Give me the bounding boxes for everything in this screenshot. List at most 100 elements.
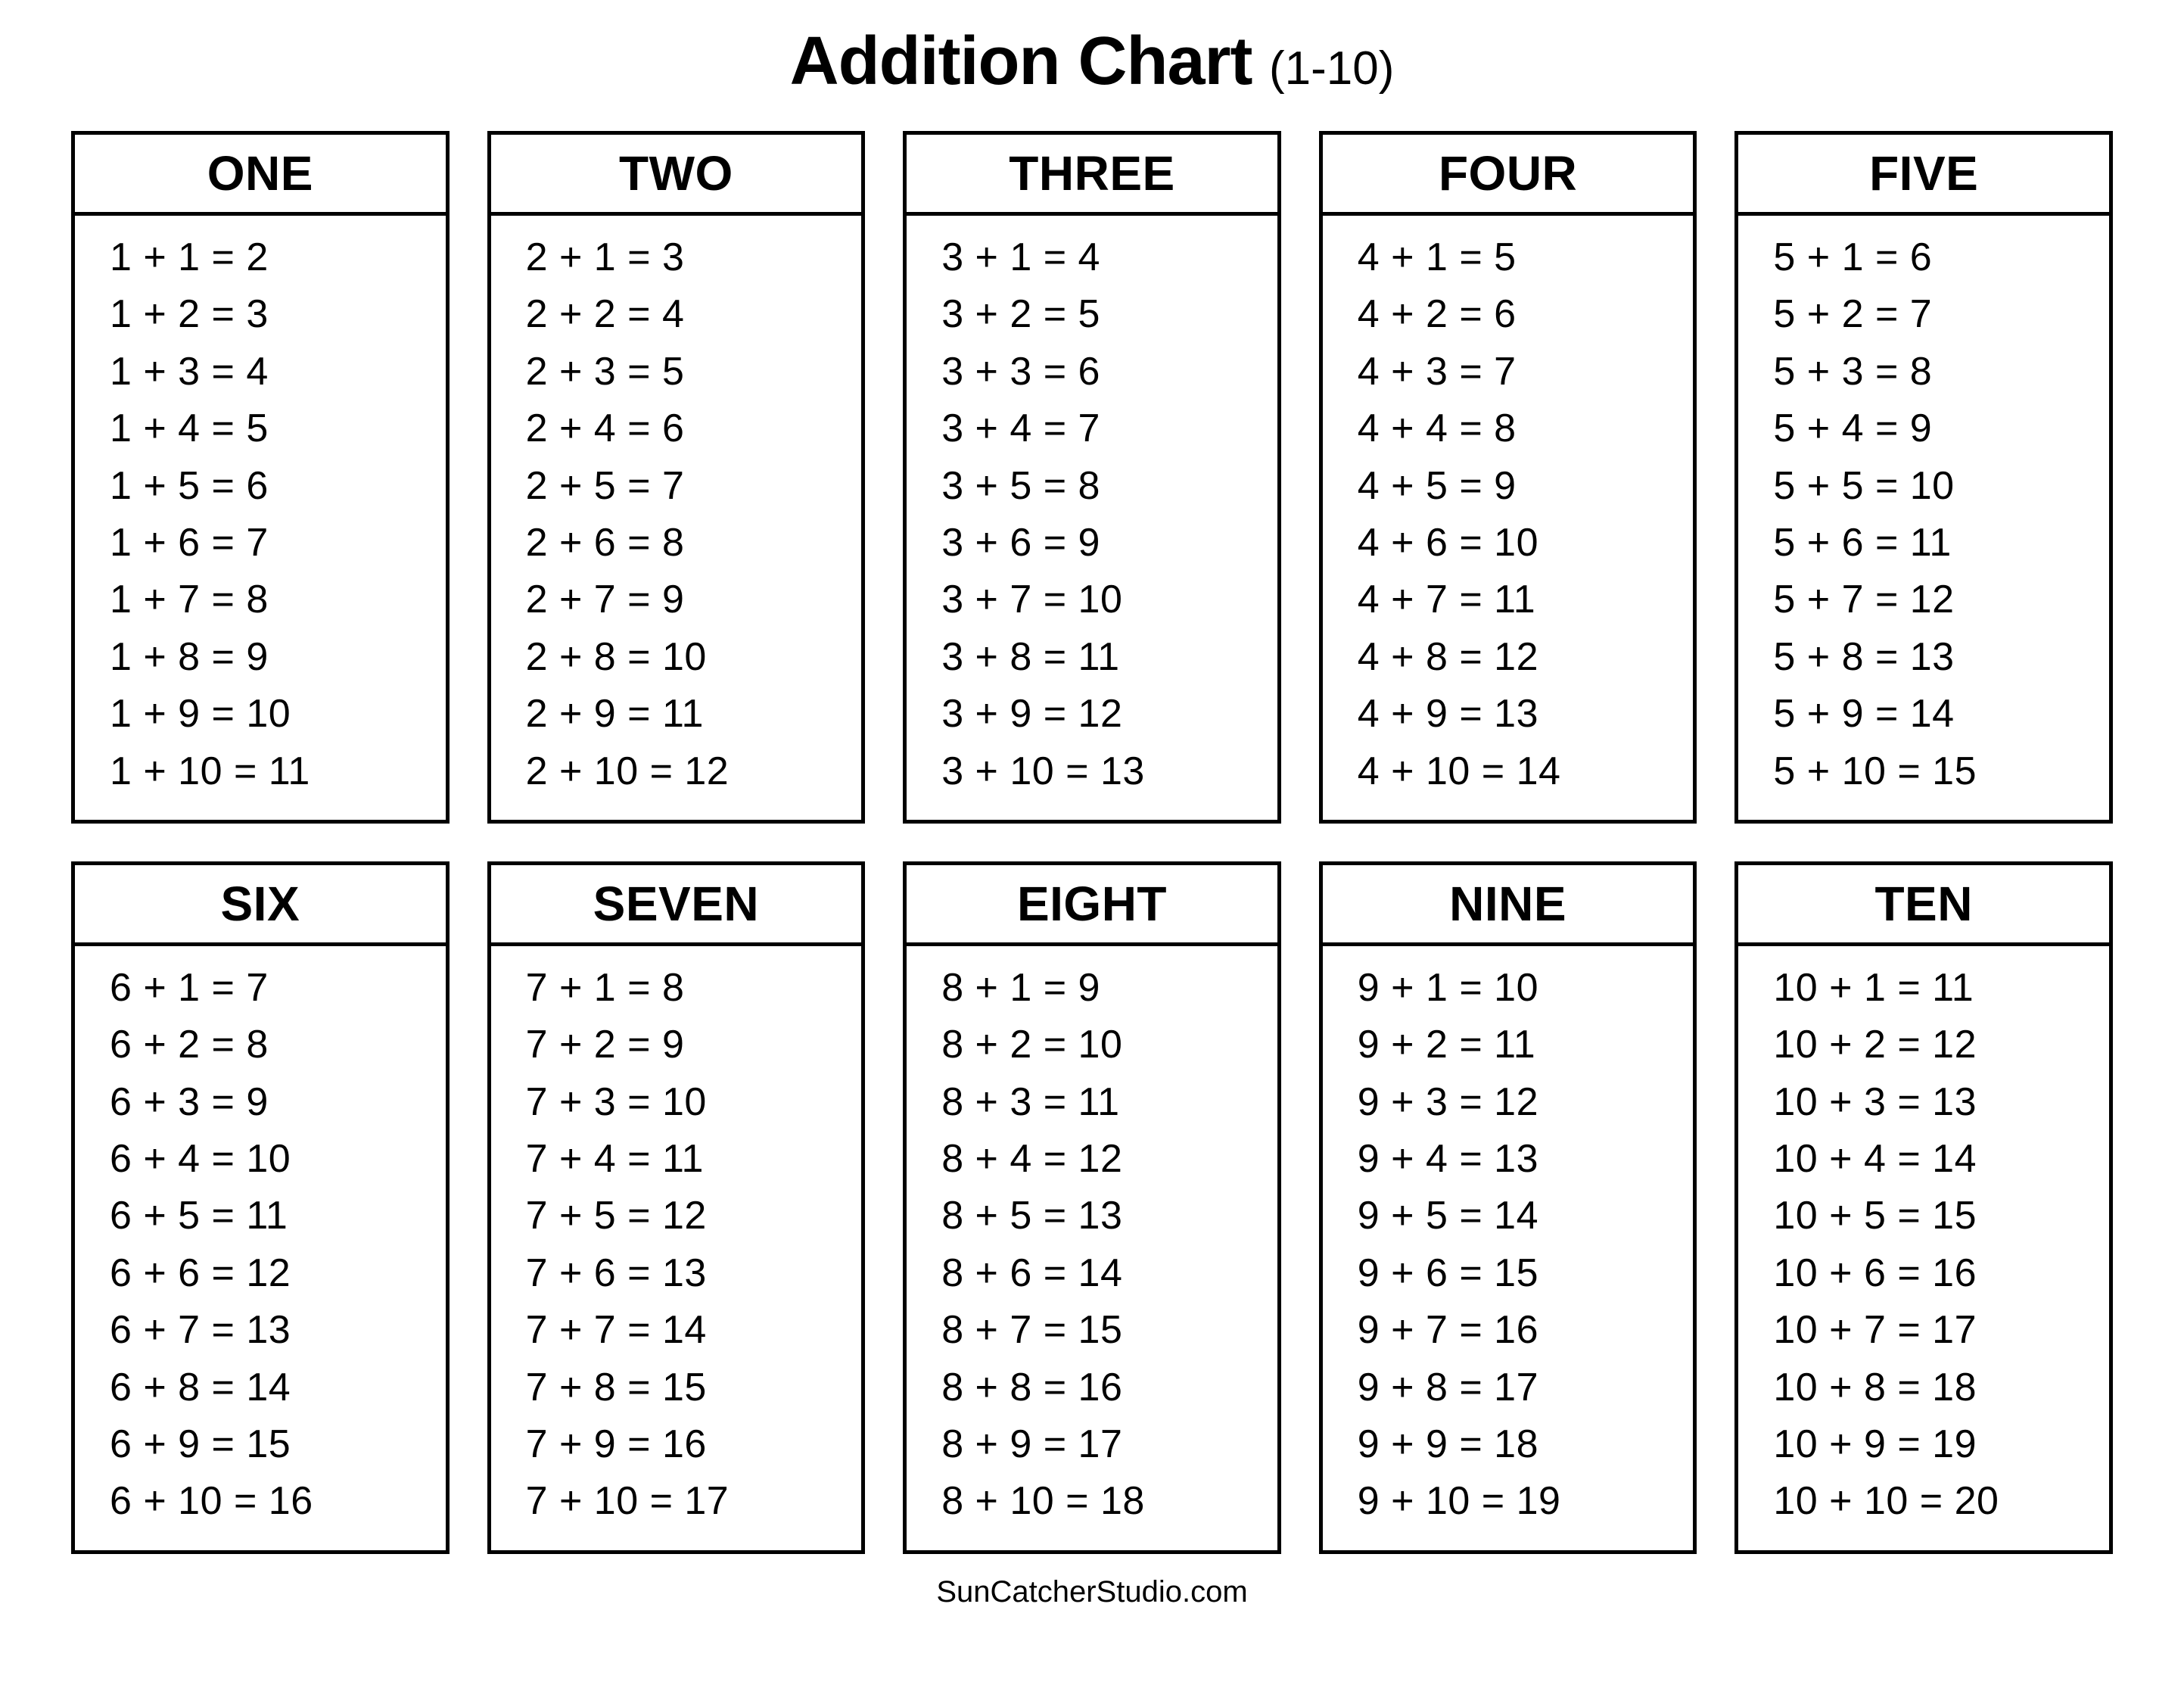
- equation-row: 8 + 10 = 18: [941, 1473, 1277, 1530]
- addition-card: FOUR4 + 1 = 54 + 2 = 64 + 3 = 74 + 4 = 8…: [1319, 131, 1697, 824]
- equation-row: 4 + 8 = 12: [1358, 629, 1694, 686]
- equation-row: 9 + 10 = 19: [1358, 1473, 1694, 1530]
- card-header-label: SEVEN: [593, 877, 759, 931]
- equation-row: 7 + 5 = 12: [526, 1188, 862, 1244]
- equation-row: 1 + 2 = 3: [110, 286, 446, 343]
- equation-row: 2 + 1 = 3: [526, 229, 862, 286]
- card-header-label: THREE: [1009, 146, 1174, 201]
- equation-row: 7 + 6 = 13: [526, 1245, 862, 1302]
- card-header-label: FIVE: [1869, 146, 1978, 201]
- equation-row: 4 + 5 = 9: [1358, 458, 1694, 515]
- equation-row: 10 + 8 = 18: [1773, 1359, 2109, 1416]
- equation-row: 10 + 3 = 13: [1773, 1074, 2109, 1131]
- page-title-main: Addition Chart: [790, 23, 1252, 99]
- equation-row: 1 + 6 = 7: [110, 515, 446, 571]
- equation-row: 10 + 2 = 12: [1773, 1017, 2109, 1073]
- equation-row: 6 + 5 = 11: [110, 1188, 446, 1244]
- equation-row: 9 + 8 = 17: [1358, 1359, 1694, 1416]
- equation-row: 3 + 4 = 7: [941, 400, 1277, 457]
- equation-row: 2 + 6 = 8: [526, 515, 862, 571]
- card-header: TWO: [491, 135, 862, 216]
- equation-row: 4 + 4 = 8: [1358, 400, 1694, 457]
- equation-row: 4 + 10 = 14: [1358, 743, 1694, 800]
- addition-card: FIVE5 + 1 = 65 + 2 = 75 + 3 = 85 + 4 = 9…: [1734, 131, 2113, 824]
- equation-row: 4 + 6 = 10: [1358, 515, 1694, 571]
- equation-row: 1 + 5 = 6: [110, 458, 446, 515]
- equation-row: 9 + 1 = 10: [1358, 960, 1694, 1017]
- equation-row: 3 + 9 = 12: [941, 686, 1277, 743]
- equation-row: 6 + 2 = 8: [110, 1017, 446, 1073]
- equation-row: 3 + 10 = 13: [941, 743, 1277, 800]
- addition-card: TEN 10 + 1 = 1110 + 2 = 1210 + 3 = 13 10 +…: [1734, 861, 2113, 1554]
- equation-row: 2 + 8 = 10: [526, 629, 862, 686]
- equation-row: 5 + 9 = 14: [1773, 686, 2109, 743]
- card-header: SIX: [75, 865, 446, 946]
- footer-credit: SunCatcherStudio.com: [68, 1575, 2116, 1609]
- card-header-label: SIX: [220, 877, 300, 931]
- equation-row: 8 + 2 = 10: [941, 1017, 1277, 1073]
- card-grid: ONE1 + 1 = 21 + 2 = 31 + 3 = 41 + 4 = 51…: [68, 131, 2116, 1554]
- card-body: 3 + 1 = 43 + 2 = 53 + 3 = 63 + 4 = 73 + …: [907, 216, 1277, 820]
- equation-row: 10 + 9 = 19: [1773, 1416, 2109, 1473]
- card-header-label: TEN: [1874, 877, 1973, 931]
- card-header: THREE: [907, 135, 1277, 216]
- equation-row: 7 + 4 = 11: [526, 1131, 862, 1188]
- card-header: ONE: [75, 135, 446, 216]
- equation-row: 9 + 5 = 14: [1358, 1188, 1694, 1244]
- equation-row: 3 + 8 = 11: [941, 629, 1277, 686]
- card-body: 4 + 1 = 54 + 2 = 64 + 3 = 74 + 4 = 84 + …: [1323, 216, 1694, 820]
- equation-row: 3 + 1 = 4: [941, 229, 1277, 286]
- equation-row: 5 + 1 = 6: [1773, 229, 2109, 286]
- equation-row: 8 + 8 = 16: [941, 1359, 1277, 1416]
- addition-card: SEVEN 7 + 1 = 87 + 2 = 97 + 3 = 107 + 4 =…: [487, 861, 866, 1554]
- equation-row: 9 + 7 = 16: [1358, 1302, 1694, 1359]
- equation-row: 4 + 1 = 5: [1358, 229, 1694, 286]
- card-header-label: ONE: [207, 146, 313, 201]
- addition-card: TWO 2 + 1 = 32 + 2 = 42 + 3 = 52 + 4 = 62…: [487, 131, 866, 824]
- equation-row: 1 + 7 = 8: [110, 571, 446, 628]
- card-body: 2 + 1 = 32 + 2 = 42 + 3 = 52 + 4 = 62 + …: [491, 216, 862, 820]
- equation-row: 1 + 10 = 11: [110, 743, 446, 800]
- equation-row: 9 + 6 = 15: [1358, 1245, 1694, 1302]
- equation-row: 1 + 8 = 9: [110, 629, 446, 686]
- addition-card: THREE 3 + 1 = 43 + 2 = 53 + 3 = 63 + 4 = …: [903, 131, 1281, 824]
- card-body: 8 + 1 = 98 + 2 = 108 + 3 = 118 + 4 = 128…: [907, 946, 1277, 1550]
- equation-row: 8 + 3 = 11: [941, 1074, 1277, 1131]
- equation-row: 3 + 7 = 10: [941, 571, 1277, 628]
- card-body: 9 + 1 = 109 + 2 = 119 + 3 = 129 + 4 = 13…: [1323, 946, 1694, 1550]
- equation-row: 8 + 1 = 9: [941, 960, 1277, 1017]
- equation-row: 9 + 4 = 13: [1358, 1131, 1694, 1188]
- equation-row: 7 + 1 = 8: [526, 960, 862, 1017]
- equation-row: 9 + 2 = 11: [1358, 1017, 1694, 1073]
- card-header-label: NINE: [1449, 877, 1566, 931]
- equation-row: 2 + 2 = 4: [526, 286, 862, 343]
- equation-row: 3 + 3 = 6: [941, 344, 1277, 400]
- equation-row: 2 + 10 = 12: [526, 743, 862, 800]
- addition-card: SIX6 + 1 = 76 + 2 = 86 + 3 = 96 + 4 = 10…: [71, 861, 450, 1554]
- equation-row: 4 + 3 = 7: [1358, 344, 1694, 400]
- equation-row: 8 + 7 = 15: [941, 1302, 1277, 1359]
- equation-row: 3 + 2 = 5: [941, 286, 1277, 343]
- equation-row: 5 + 10 = 15: [1773, 743, 2109, 800]
- equation-row: 2 + 5 = 7: [526, 458, 862, 515]
- card-body: 7 + 1 = 87 + 2 = 97 + 3 = 107 + 4 = 117 …: [491, 946, 862, 1550]
- equation-row: 9 + 9 = 18: [1358, 1416, 1694, 1473]
- card-header-label: EIGHT: [1017, 877, 1167, 931]
- equation-row: 5 + 8 = 13: [1773, 629, 2109, 686]
- equation-row: 10 + 1 = 11: [1773, 960, 2109, 1017]
- addition-card: ONE1 + 1 = 21 + 2 = 31 + 3 = 41 + 4 = 51…: [71, 131, 450, 824]
- equation-row: 10 + 7 = 17: [1773, 1302, 2109, 1359]
- card-header-label: TWO: [619, 146, 733, 201]
- equation-row: 2 + 3 = 5: [526, 344, 862, 400]
- equation-row: 8 + 6 = 14: [941, 1245, 1277, 1302]
- equation-row: 8 + 5 = 13: [941, 1188, 1277, 1244]
- equation-row: 3 + 5 = 8: [941, 458, 1277, 515]
- equation-row: 4 + 2 = 6: [1358, 286, 1694, 343]
- equation-row: 1 + 9 = 10: [110, 686, 446, 743]
- page-title-container: Addition Chart (1-10): [68, 23, 2116, 101]
- card-header: FIVE: [1738, 135, 2109, 216]
- equation-row: 5 + 3 = 8: [1773, 344, 2109, 400]
- equation-row: 7 + 7 = 14: [526, 1302, 862, 1359]
- equation-row: 6 + 9 = 15: [110, 1416, 446, 1473]
- addition-card: EIGHT 8 + 1 = 98 + 2 = 108 + 3 = 118 + 4 …: [903, 861, 1281, 1554]
